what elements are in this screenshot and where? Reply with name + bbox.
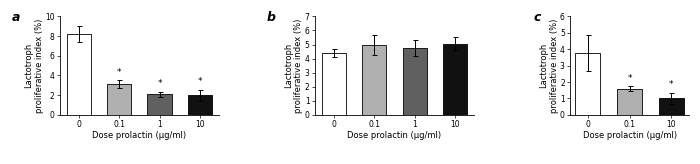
Text: *: *	[158, 79, 162, 88]
Text: *: *	[669, 80, 673, 89]
Text: *: *	[627, 74, 632, 83]
Y-axis label: Lactotroph
proliferative index (%): Lactotroph proliferative index (%)	[25, 18, 43, 113]
Text: a: a	[12, 11, 20, 24]
X-axis label: Dose prolactin (μg/ml): Dose prolactin (μg/ml)	[582, 131, 677, 140]
Bar	[148, 94, 172, 115]
X-axis label: Dose prolactin (μg/ml): Dose prolactin (μg/ml)	[347, 131, 442, 140]
Y-axis label: Lactotroph
proliferative index (%): Lactotroph proliferative index (%)	[284, 18, 303, 113]
Bar	[66, 34, 91, 115]
X-axis label: Dose prolactin (μg/ml): Dose prolactin (μg/ml)	[92, 131, 186, 140]
Text: *: *	[197, 77, 202, 86]
Bar	[402, 48, 427, 115]
Text: c: c	[533, 11, 541, 24]
Bar	[362, 45, 386, 115]
Text: *: *	[117, 68, 122, 77]
Bar	[617, 89, 642, 115]
Bar	[188, 95, 212, 115]
Y-axis label: Lactotroph
proliferative index (%): Lactotroph proliferative index (%)	[539, 18, 559, 113]
Bar	[575, 53, 600, 115]
Text: b: b	[267, 11, 276, 24]
Bar	[443, 44, 467, 115]
Bar	[107, 84, 132, 115]
Bar	[659, 98, 684, 115]
Bar	[322, 53, 346, 115]
